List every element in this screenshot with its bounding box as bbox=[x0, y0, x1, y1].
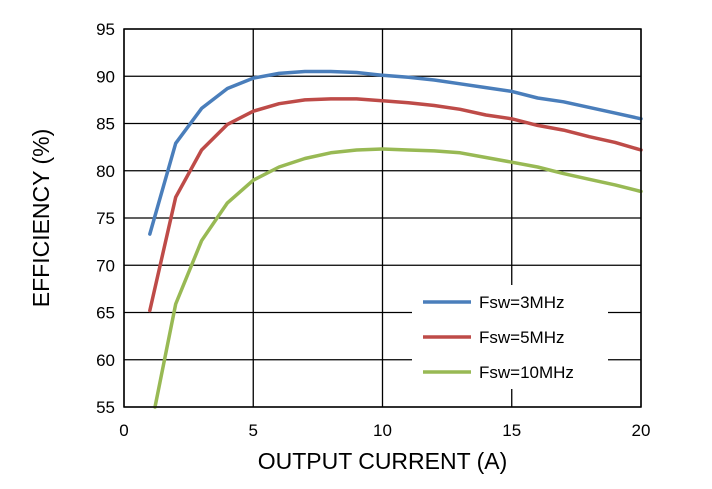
legend-label: Fsw=3MHz bbox=[479, 293, 564, 312]
y-tick-label: 85 bbox=[96, 115, 115, 134]
y-tick-label: 95 bbox=[96, 20, 115, 39]
x-tick-label: 20 bbox=[632, 421, 651, 440]
series-line-3 bbox=[153, 147, 643, 409]
y-axis-ticks: 55 60 65 70 75 80 85 90 95 bbox=[96, 20, 115, 417]
x-tick-label: 10 bbox=[373, 421, 392, 440]
y-tick-label: 90 bbox=[96, 67, 115, 86]
legend-label: Fsw=10MHz bbox=[479, 363, 574, 382]
legend-label: Fsw=5MHz bbox=[479, 328, 564, 347]
x-axis-label: OUTPUT CURRENT (A) bbox=[258, 448, 508, 474]
x-tick-label: 5 bbox=[249, 421, 258, 440]
y-axis-label: EFFICIENCY (%) bbox=[28, 129, 54, 307]
y-tick-label: 60 bbox=[96, 351, 115, 370]
legend: Fsw=3MHz Fsw=5MHz Fsw=10MHz bbox=[412, 285, 608, 389]
y-tick-label: 65 bbox=[96, 304, 115, 323]
series-line-2 bbox=[148, 97, 643, 313]
plot-frame bbox=[123, 28, 642, 408]
series-line-1 bbox=[148, 69, 643, 236]
x-tick-label: 0 bbox=[119, 421, 128, 440]
y-tick-label: 75 bbox=[96, 209, 115, 228]
x-axis-ticks: 0 5 10 15 20 bbox=[119, 421, 650, 440]
y-tick-label: 80 bbox=[96, 162, 115, 181]
y-tick-label: 70 bbox=[96, 256, 115, 275]
x-tick-label: 15 bbox=[502, 421, 521, 440]
series-lines bbox=[148, 69, 643, 409]
y-tick-label: 55 bbox=[96, 398, 115, 417]
